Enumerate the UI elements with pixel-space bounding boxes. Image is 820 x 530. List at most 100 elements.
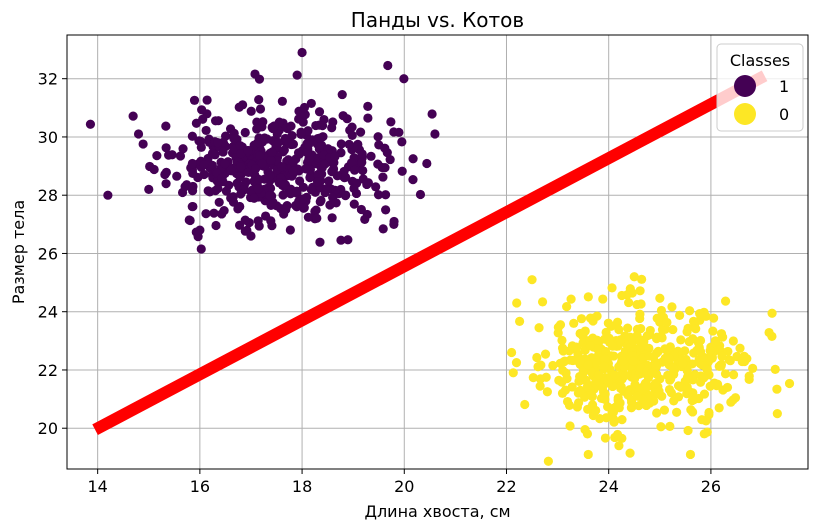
data-point	[600, 354, 610, 365]
data-point	[651, 360, 661, 371]
data-point	[258, 117, 268, 127]
data-point	[254, 174, 264, 185]
data-point	[764, 327, 774, 338]
data-point	[331, 198, 341, 208]
data-point	[635, 309, 645, 319]
data-point	[254, 95, 264, 105]
data-point	[315, 237, 325, 247]
data-point	[507, 347, 517, 358]
data-point	[344, 139, 354, 149]
data-point	[735, 343, 745, 353]
data-point	[293, 148, 304, 158]
data-point	[650, 378, 661, 389]
data-point	[617, 415, 627, 425]
data-point	[161, 121, 171, 131]
data-point	[624, 297, 634, 308]
data-point	[218, 147, 228, 157]
data-point	[535, 381, 545, 391]
data-point	[277, 96, 287, 106]
data-point	[306, 185, 316, 195]
data-point	[685, 449, 696, 460]
data-point	[371, 182, 381, 192]
x-tick-label: 22	[496, 477, 516, 496]
y-axis-label: Размер тела	[9, 200, 28, 304]
data-point	[554, 375, 564, 385]
data-point	[259, 133, 270, 143]
data-point	[300, 110, 310, 120]
data-point	[570, 355, 580, 365]
data-point	[528, 373, 538, 383]
data-point	[688, 316, 699, 327]
data-point	[680, 346, 690, 356]
data-point	[211, 220, 221, 231]
data-point	[394, 127, 404, 137]
data-point	[311, 205, 321, 215]
data-point	[397, 166, 407, 176]
data-point	[710, 336, 721, 346]
data-point	[617, 433, 627, 443]
data-point	[360, 214, 370, 225]
data-point	[187, 131, 197, 141]
data-point	[279, 145, 289, 155]
data-point	[427, 109, 437, 119]
data-point	[254, 151, 265, 161]
data-point	[255, 104, 266, 114]
data-point	[246, 106, 256, 116]
data-point	[667, 302, 677, 312]
data-point	[430, 129, 440, 139]
data-point	[672, 407, 682, 417]
data-point	[381, 205, 391, 215]
data-point	[625, 448, 635, 458]
data-point	[536, 360, 546, 370]
data-point	[373, 132, 383, 142]
data-point	[591, 377, 601, 387]
data-point	[266, 155, 276, 165]
data-point	[632, 299, 642, 310]
data-point	[233, 204, 243, 214]
data-point	[691, 324, 701, 334]
data-point	[515, 316, 525, 326]
data-point	[397, 137, 407, 147]
y-tick-label: 24	[38, 303, 58, 322]
data-point	[629, 272, 639, 282]
data-point	[281, 204, 291, 215]
data-point	[301, 164, 311, 174]
data-point	[744, 371, 754, 381]
data-point	[532, 352, 542, 363]
legend: Classes 1 0	[716, 43, 804, 132]
data-point	[338, 111, 348, 121]
y-tick-label: 30	[38, 128, 58, 147]
data-point	[327, 213, 337, 223]
data-point	[330, 151, 340, 162]
data-point	[389, 216, 399, 227]
y-axis-ticks: 20 22 24 26 28 30 32	[38, 70, 67, 438]
data-point	[249, 193, 259, 203]
data-point	[702, 365, 712, 375]
data-point	[615, 335, 626, 345]
data-point	[575, 375, 585, 385]
data-point	[350, 165, 360, 175]
data-point	[240, 127, 250, 138]
data-point	[250, 69, 260, 79]
data-point	[288, 139, 299, 149]
data-point	[585, 340, 595, 351]
data-point	[591, 358, 601, 368]
data-point	[315, 133, 325, 143]
data-point	[422, 158, 432, 169]
data-point	[311, 120, 321, 131]
series-class-0	[507, 272, 795, 466]
x-tick-label: 20	[394, 477, 414, 496]
data-point	[213, 138, 223, 148]
data-point	[366, 151, 376, 161]
data-point	[682, 327, 692, 337]
data-point	[636, 324, 646, 334]
data-point	[178, 144, 188, 154]
data-point	[676, 335, 686, 345]
data-point	[697, 415, 707, 425]
data-point	[288, 166, 298, 176]
data-point	[708, 326, 718, 336]
y-tick-label: 20	[38, 419, 58, 438]
data-point	[85, 119, 96, 129]
y-tick-label: 22	[38, 361, 58, 380]
